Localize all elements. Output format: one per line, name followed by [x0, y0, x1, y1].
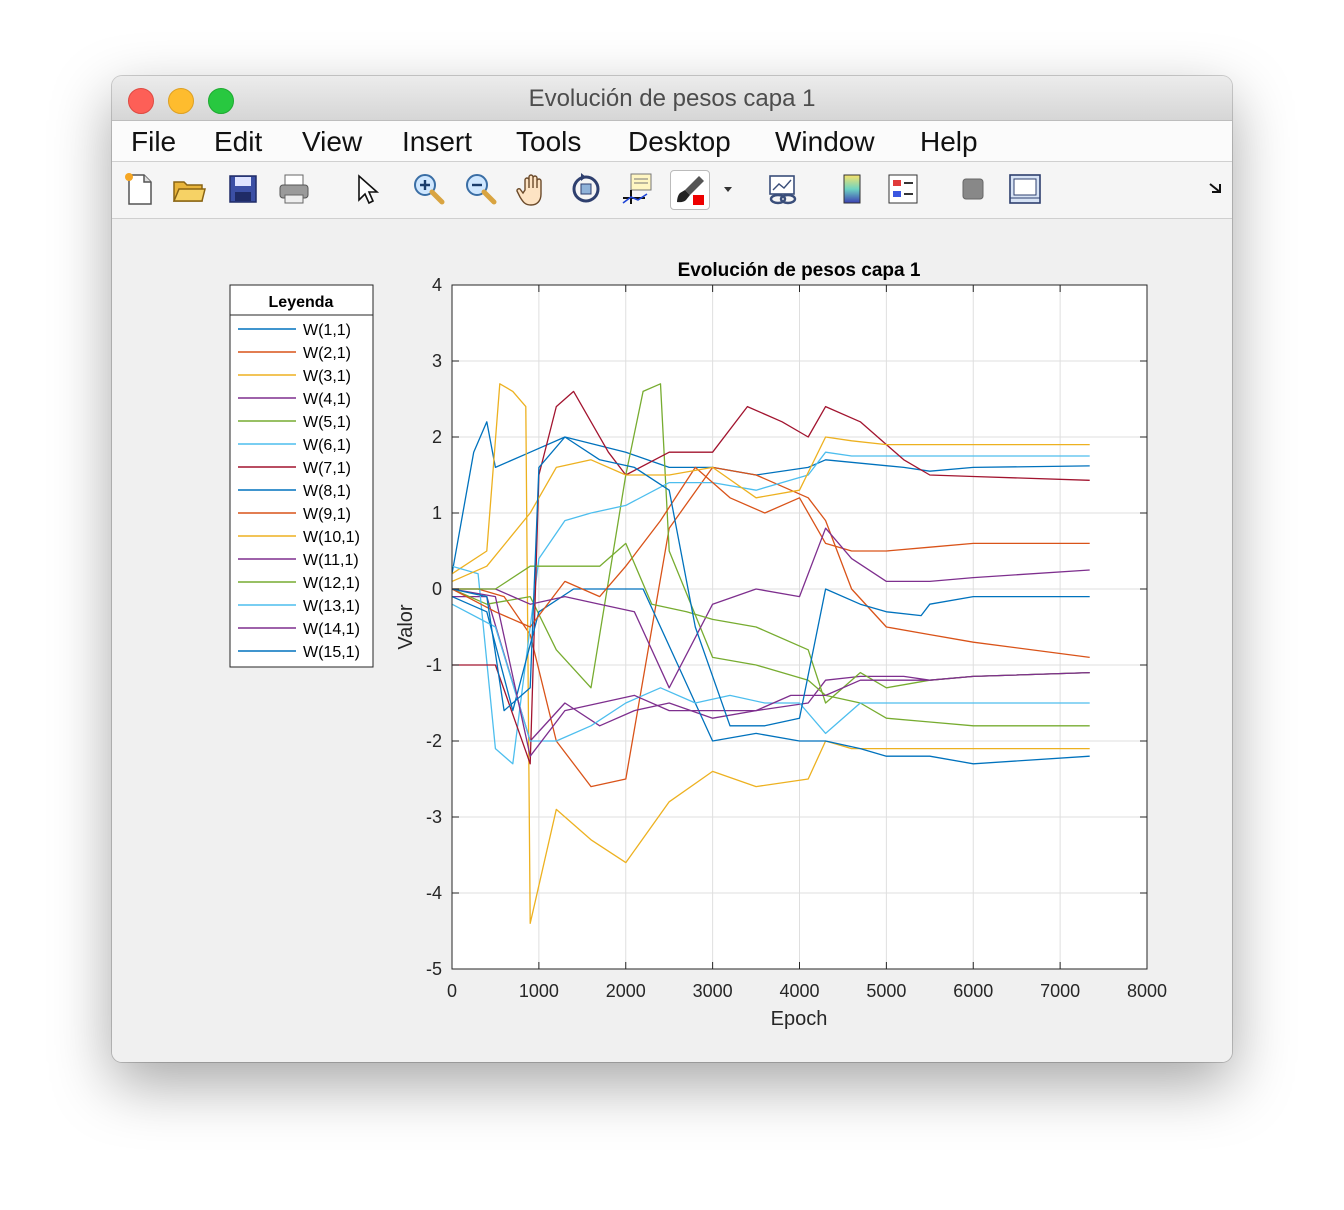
series-line-10	[452, 436, 1090, 582]
legend-title: Leyenda	[269, 294, 334, 311]
y-tick-label: 2	[432, 427, 442, 447]
save-icon[interactable]	[224, 170, 262, 208]
x-tick-label: 2000	[606, 981, 646, 1001]
dock-icon[interactable]	[1206, 170, 1226, 208]
close-window-button[interactable]	[128, 88, 154, 114]
legend-label-13: W(13,1)	[303, 598, 360, 615]
open-file-icon[interactable]	[170, 170, 208, 208]
y-tick-label: 0	[432, 579, 442, 599]
new-figure-icon[interactable]	[120, 170, 158, 208]
show-plot-tools-icon[interactable]	[1006, 170, 1044, 208]
x-tick-label: 3000	[693, 981, 733, 1001]
zoom-out-icon[interactable]	[462, 170, 500, 208]
menu-window[interactable]: Window	[775, 126, 875, 157]
y-tick-label: 1	[432, 503, 442, 523]
x-tick-label: 6000	[953, 981, 993, 1001]
rotate-3d-icon[interactable]	[567, 170, 605, 208]
legend-label-15: W(15,1)	[303, 644, 360, 661]
brush-button[interactable]	[670, 170, 710, 210]
zoom-in-icon[interactable]	[410, 170, 448, 208]
y-tick-label: 3	[432, 351, 442, 371]
series-layer	[452, 383, 1090, 925]
series-line-4	[452, 595, 1090, 742]
x-tick-label: 4000	[779, 981, 819, 1001]
menu-tools[interactable]: Tools	[516, 126, 582, 157]
link-plot-icon[interactable]	[764, 170, 802, 208]
series-line-14	[452, 588, 1090, 757]
print-icon[interactable]	[275, 170, 313, 208]
x-tick-label: 0	[447, 981, 457, 1001]
series-line-1	[452, 421, 1090, 574]
legend[interactable]: Leyenda W(1,1)W(2,1)W(3,1)W(4,1)W(5,1)W(…	[229, 284, 374, 668]
hide-plot-tools-icon[interactable]	[954, 170, 992, 208]
legend-label-5: W(5,1)	[303, 414, 351, 431]
y-tick-label: -3	[426, 807, 442, 827]
figure-canvas: 0 1000 2000 3000 4000 5000 6000 7000 8000 -5 -4 -3 -…	[112, 219, 1232, 1062]
legend-label-14: W(14,1)	[303, 621, 360, 638]
plot-svg[interactable]: 0 1000 2000 3000 4000 5000 6000 7000 8000 -5 -4 -3 -…	[112, 219, 1232, 1062]
x-tick-label: 7000	[1040, 981, 1080, 1001]
legend-label-10: W(10,1)	[303, 529, 360, 546]
series-line-15	[452, 436, 1090, 727]
colorbar-icon[interactable]	[833, 170, 871, 208]
maximize-window-button[interactable]	[208, 88, 234, 114]
y-tick-label: 4	[432, 275, 442, 295]
legend-label-11: W(11,1)	[303, 552, 359, 569]
menu-insert[interactable]: Insert	[402, 126, 473, 157]
y-tick-label: -2	[426, 731, 442, 751]
brush-icon	[677, 176, 704, 205]
pan-icon[interactable]	[515, 170, 553, 208]
legend-label-7: W(7,1)	[303, 460, 351, 477]
menu-view[interactable]: View	[302, 126, 363, 157]
y-tick-label: -4	[426, 883, 442, 903]
menu-help[interactable]: Help	[920, 126, 978, 157]
legend-label-9: W(9,1)	[303, 506, 351, 523]
toolbar	[112, 162, 1232, 219]
data-cursor-icon[interactable]	[619, 170, 657, 208]
x-axis-label: Epoch	[771, 1008, 828, 1030]
menu-edit[interactable]: Edit	[214, 126, 263, 157]
menu-desktop[interactable]: Desktop	[628, 126, 731, 157]
series-line-9	[452, 466, 1090, 628]
x-tick-label: 1000	[519, 981, 559, 1001]
y-axis-label: Valor	[395, 604, 417, 650]
legend-label-3: W(3,1)	[303, 368, 351, 385]
tick-layer: 0 1000 2000 3000 4000 5000 6000 7000 8000 -5 -4 -3 -…	[426, 275, 1167, 1001]
minimize-window-button[interactable]	[168, 88, 194, 114]
legend-box	[229, 284, 374, 668]
series-line-8	[452, 588, 1090, 765]
legend-label-6: W(6,1)	[303, 437, 351, 454]
menu-file[interactable]: File	[131, 126, 177, 157]
legend-label-2: W(2,1)	[303, 345, 351, 362]
legend-label-1: W(1,1)	[303, 322, 351, 339]
series-line-11	[452, 527, 1090, 689]
y-tick-label: -5	[426, 959, 442, 979]
menu-bar: File Edit View Insert Tools Desktop Wind…	[112, 121, 1232, 162]
chart-title: Evolución de pesos capa 1	[678, 260, 921, 281]
brush-dropdown-icon[interactable]	[718, 170, 738, 208]
y-tick-label: -1	[426, 655, 442, 675]
series-line-12	[452, 542, 1090, 704]
title-bar[interactable]: Evolución de pesos capa 1	[112, 76, 1232, 121]
window-title: Evolución de pesos capa 1	[528, 85, 816, 112]
legend-icon[interactable]	[884, 170, 922, 208]
series-line-13	[452, 603, 1090, 742]
pointer-icon[interactable]	[347, 170, 385, 208]
x-tick-label: 8000	[1127, 981, 1167, 1001]
figure-window: Evolución de pesos capa 1 File Edit View…	[112, 76, 1232, 1062]
series-line-6	[452, 451, 1090, 765]
x-tick-label: 5000	[866, 981, 906, 1001]
legend-items: W(1,1) W(2,1) W(3,1) W(4,1) W(5,1) W(6,1) W(7,…	[238, 322, 360, 661]
legend-label-12: W(12,1)	[303, 575, 360, 592]
legend-label-4: W(4,1)	[303, 391, 351, 408]
legend-label-8: W(8,1)	[303, 483, 351, 500]
